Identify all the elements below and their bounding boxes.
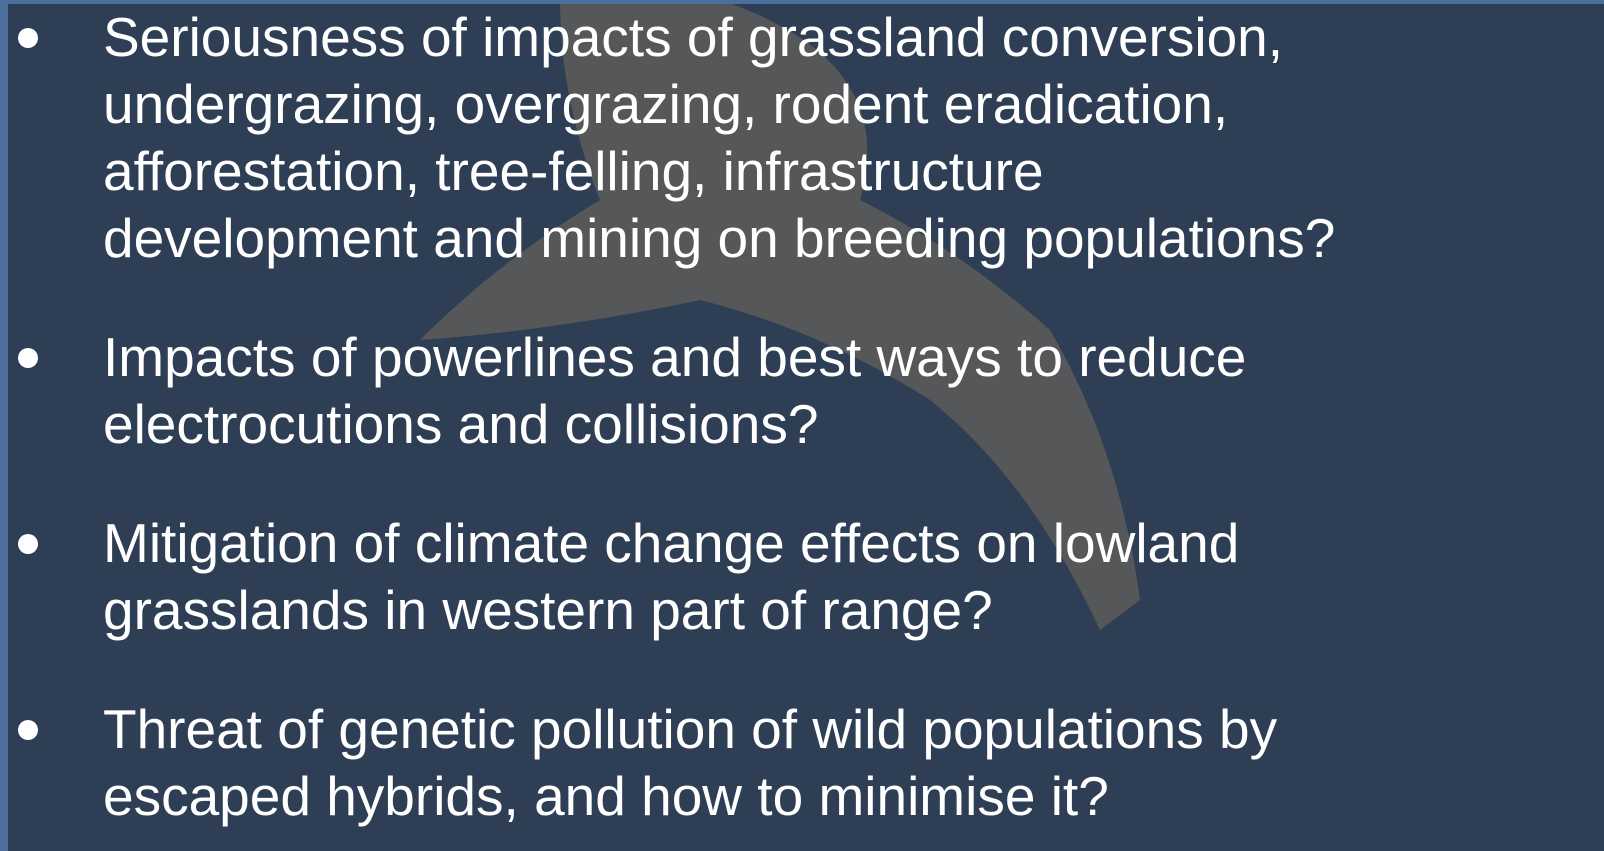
bullet-text: electrocutions and collisions? [103, 391, 1604, 458]
bullet-list: Seriousness of impacts of grassland conv… [0, 4, 1604, 830]
bullet-text: Impacts of powerlines and best ways to r… [103, 324, 1604, 391]
bullet-item: Threat of genetic pollution of wild popu… [0, 696, 1604, 830]
bullet-marker [18, 720, 38, 740]
bullet-text: Threat of genetic pollution of wild popu… [103, 696, 1604, 763]
bullet-item: Seriousness of impacts of grassland conv… [0, 4, 1604, 272]
bullet-marker [18, 534, 38, 554]
bullet-marker [18, 28, 38, 48]
bullet-item: Impacts of powerlines and best ways to r… [0, 324, 1604, 458]
bullet-item: Mitigation of climate change effects on … [0, 510, 1604, 644]
bullet-text: development and mining on breeding popul… [103, 205, 1604, 272]
page: Seriousness of impacts of grassland conv… [0, 0, 1604, 851]
bullet-marker [18, 348, 38, 368]
bullet-text: grasslands in western part of range? [103, 577, 1604, 644]
bullet-text: Mitigation of climate change effects on … [103, 510, 1604, 577]
bullet-text: undergrazing, overgrazing, rodent eradic… [103, 71, 1604, 138]
slide: Seriousness of impacts of grassland conv… [0, 0, 1604, 851]
bullet-text: escaped hybrids, and how to minimise it? [103, 763, 1604, 830]
bullet-text: afforestation, tree-felling, infrastruct… [103, 138, 1604, 205]
bullet-text: Seriousness of impacts of grassland conv… [103, 4, 1604, 71]
